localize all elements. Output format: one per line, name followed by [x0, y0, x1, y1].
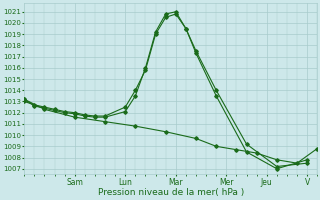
X-axis label: Pression niveau de la mer( hPa ): Pression niveau de la mer( hPa ) — [98, 188, 244, 197]
